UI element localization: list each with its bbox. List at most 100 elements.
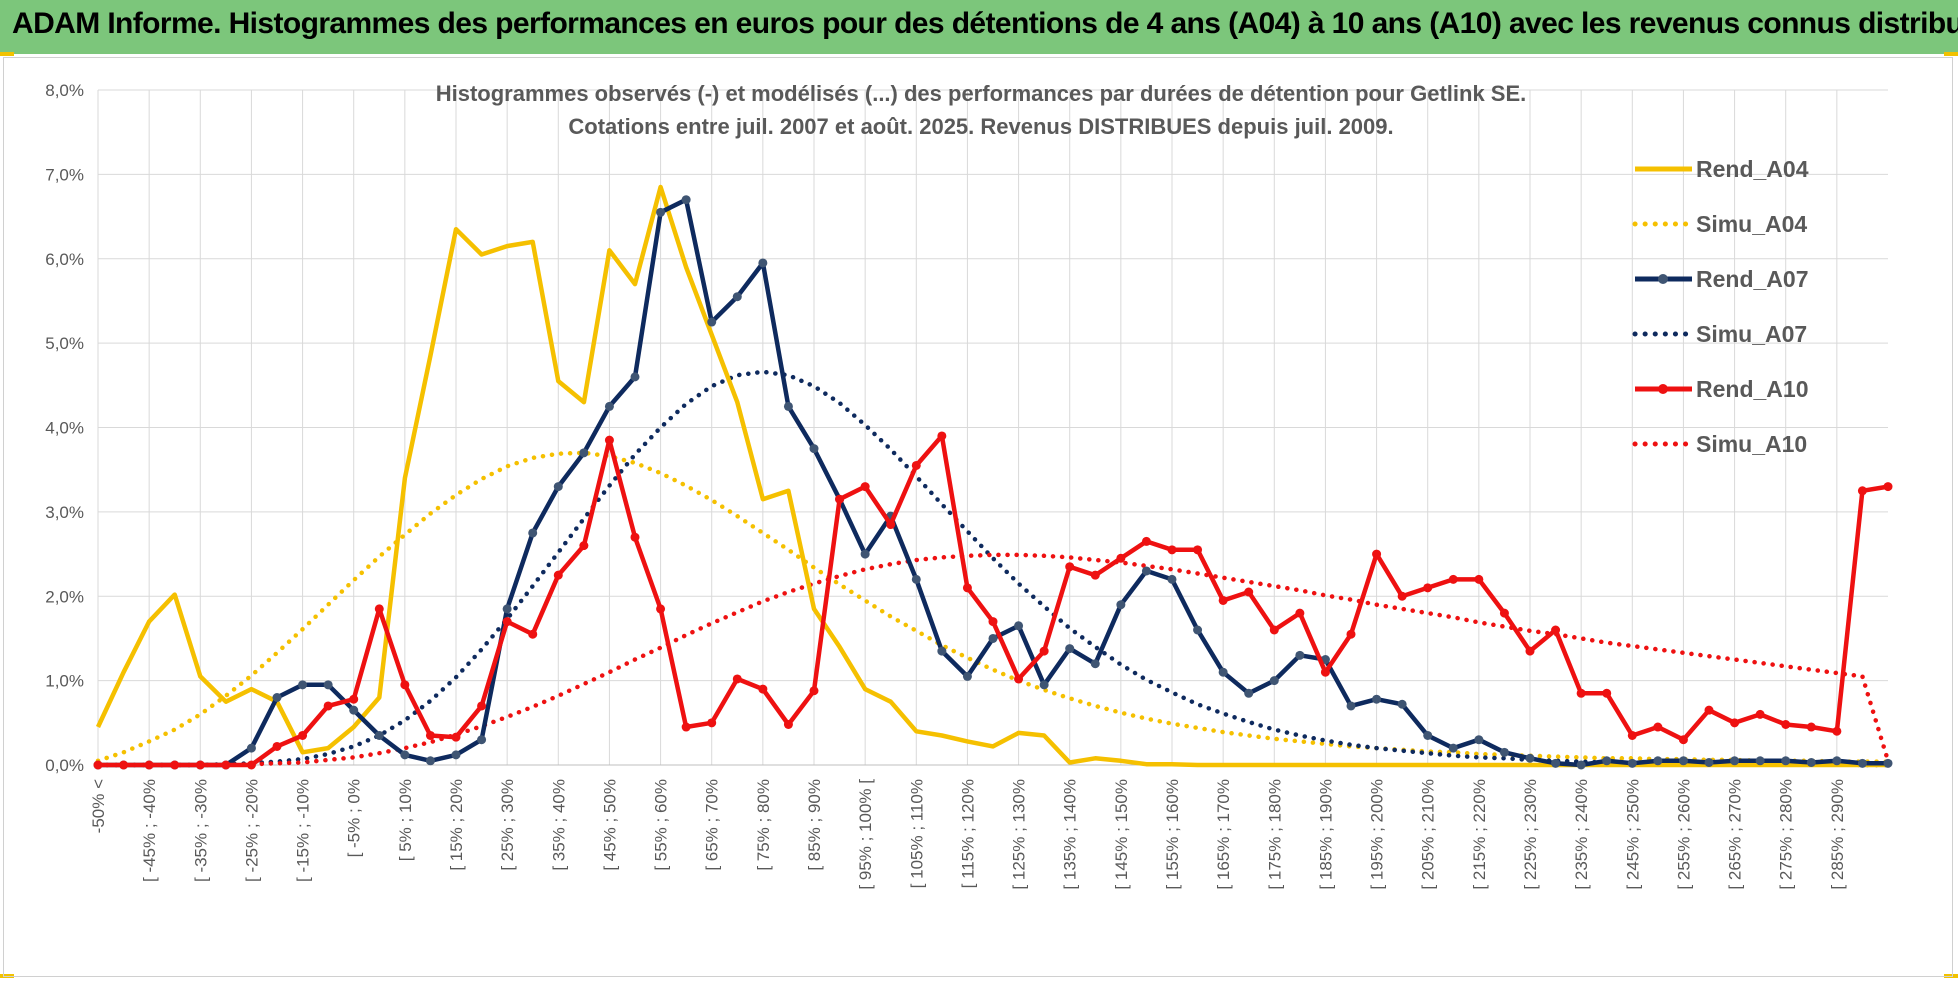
data-point-rend-a10 bbox=[1372, 549, 1382, 559]
data-point-rend-a10 bbox=[298, 730, 308, 740]
x-tick-label: [ 115% ; 120% bbox=[958, 779, 977, 888]
data-point-rend-a07 bbox=[1627, 758, 1637, 768]
data-point-rend-a10 bbox=[170, 760, 180, 770]
data-point-rend-a10 bbox=[732, 674, 742, 684]
data-point-rend-a07 bbox=[374, 730, 384, 740]
data-point-rend-a07 bbox=[860, 549, 870, 559]
data-point-rend-a10 bbox=[1525, 646, 1535, 656]
y-tick-label: 0,0% bbox=[45, 756, 84, 775]
x-tick-label: [ 135% ; 140% bbox=[1061, 779, 1080, 890]
data-point-rend-a07 bbox=[1781, 756, 1791, 766]
x-tick-label: [ 5% ; 10% bbox=[396, 779, 415, 861]
data-point-rend-a10 bbox=[1167, 545, 1177, 555]
data-point-rend-a07 bbox=[1551, 758, 1561, 768]
y-tick-label: 1,0% bbox=[45, 672, 84, 691]
data-point-rend-a07 bbox=[1653, 756, 1663, 766]
legend-marker-rend-a10 bbox=[1658, 384, 1668, 394]
x-tick-label: [ 165% ; 170% bbox=[1214, 779, 1233, 890]
chart-title: Histogrammes observés (-) et modélisés (… bbox=[436, 81, 1527, 106]
data-point-rend-a10 bbox=[860, 482, 870, 492]
data-point-rend-a10 bbox=[1218, 595, 1228, 605]
data-point-rend-a10 bbox=[93, 760, 103, 770]
legend-label-simu-a04: Simu_A04 bbox=[1696, 211, 1807, 237]
y-tick-label: 5,0% bbox=[45, 334, 84, 353]
x-tick-label: [ 155% ; 160% bbox=[1163, 779, 1182, 890]
data-point-rend-a07 bbox=[477, 735, 487, 745]
data-point-rend-a07 bbox=[1883, 758, 1893, 768]
corner-mark-top-left bbox=[0, 52, 14, 56]
data-point-rend-a10 bbox=[1320, 667, 1330, 677]
x-tick-label: [ -25% ; -20% bbox=[242, 779, 261, 882]
x-tick-label: [ 215% ; 220% bbox=[1470, 779, 1489, 890]
legend-label-simu-a07: Simu_A07 bbox=[1696, 321, 1807, 347]
performance-histogram-chart: Histogrammes observés (-) et modélisés (… bbox=[45, 81, 1893, 890]
data-point-rend-a07 bbox=[783, 401, 793, 411]
x-tick-label: [ -5% ; 0% bbox=[345, 779, 364, 857]
x-tick-label: [ 185% ; 190% bbox=[1316, 779, 1335, 890]
data-point-rend-a07 bbox=[502, 604, 512, 614]
data-point-rend-a10 bbox=[400, 680, 410, 690]
x-tick-label: [ 85% ; 90% bbox=[805, 779, 824, 871]
data-point-rend-a10 bbox=[349, 694, 359, 704]
data-point-rend-a10 bbox=[835, 494, 845, 504]
data-point-rend-a07 bbox=[1065, 644, 1075, 654]
data-point-rend-a07 bbox=[528, 528, 538, 538]
data-point-rend-a07 bbox=[349, 705, 359, 715]
chart-subtitle: Cotations entre juil. 2007 et août. 2025… bbox=[568, 114, 1393, 139]
data-point-rend-a10 bbox=[374, 604, 384, 614]
data-point-rend-a07 bbox=[1806, 757, 1816, 767]
data-point-rend-a10 bbox=[886, 520, 896, 530]
data-point-rend-a07 bbox=[1525, 753, 1535, 763]
data-point-rend-a10 bbox=[323, 701, 333, 711]
x-tick-label: [ 275% ; 280% bbox=[1777, 779, 1796, 890]
data-point-rend-a07 bbox=[1474, 735, 1484, 745]
data-point-rend-a07 bbox=[1397, 699, 1407, 709]
x-tick-label: [ 205% ; 210% bbox=[1419, 779, 1438, 890]
data-point-rend-a07 bbox=[911, 574, 921, 584]
data-point-rend-a07 bbox=[1602, 756, 1612, 766]
data-point-rend-a10 bbox=[1065, 562, 1075, 572]
data-point-rend-a10 bbox=[1014, 674, 1024, 684]
legend-label-rend-a10: Rend_A10 bbox=[1696, 376, 1808, 402]
data-point-rend-a10 bbox=[144, 760, 154, 770]
data-point-rend-a07 bbox=[298, 680, 308, 690]
x-tick-label: [ 25% ; 30% bbox=[498, 779, 517, 871]
data-point-rend-a07 bbox=[1832, 756, 1842, 766]
data-point-rend-a10 bbox=[809, 686, 819, 696]
data-point-rend-a10 bbox=[1423, 583, 1433, 593]
data-point-rend-a10 bbox=[272, 741, 282, 751]
data-point-rend-a10 bbox=[988, 617, 998, 627]
data-point-rend-a10 bbox=[783, 720, 793, 729]
legend-label-rend-a04: Rend_A04 bbox=[1696, 156, 1809, 182]
y-tick-label: 4,0% bbox=[45, 419, 84, 438]
data-point-rend-a07 bbox=[707, 317, 717, 327]
data-point-rend-a10 bbox=[1678, 735, 1688, 745]
data-point-rend-a07 bbox=[1116, 600, 1126, 610]
data-point-rend-a10 bbox=[911, 460, 921, 470]
data-point-rend-a10 bbox=[1295, 608, 1305, 618]
x-tick-label: [ 175% ; 180% bbox=[1265, 779, 1284, 890]
data-point-rend-a07 bbox=[1039, 680, 1049, 690]
data-point-rend-a10 bbox=[119, 760, 129, 770]
data-point-rend-a10 bbox=[681, 722, 691, 732]
data-point-rend-a07 bbox=[988, 633, 998, 643]
data-point-rend-a10 bbox=[1193, 545, 1203, 555]
data-point-rend-a10 bbox=[937, 431, 947, 441]
data-point-rend-a07 bbox=[579, 448, 589, 458]
corner-mark-top-right bbox=[1944, 52, 1958, 56]
x-tick-label: [ 45% ; 50% bbox=[600, 779, 619, 871]
data-point-rend-a07 bbox=[323, 680, 333, 690]
legend-label-simu-a10: Simu_A10 bbox=[1696, 431, 1807, 457]
data-point-rend-a10 bbox=[579, 541, 589, 551]
data-point-rend-a10 bbox=[707, 718, 717, 728]
data-point-rend-a10 bbox=[1499, 608, 1509, 618]
x-tick-label: [ 235% ; 240% bbox=[1572, 779, 1591, 890]
y-tick-label: 6,0% bbox=[45, 250, 84, 269]
data-point-rend-a10 bbox=[1755, 709, 1765, 719]
y-tick-label: 2,0% bbox=[45, 587, 84, 606]
data-point-rend-a07 bbox=[1499, 747, 1509, 757]
report-banner: ADAM Informe. Histogrammes des performan… bbox=[0, 0, 1958, 54]
data-point-rend-a07 bbox=[246, 743, 256, 753]
data-point-rend-a10 bbox=[1244, 587, 1254, 597]
data-point-rend-a07 bbox=[1218, 667, 1228, 677]
